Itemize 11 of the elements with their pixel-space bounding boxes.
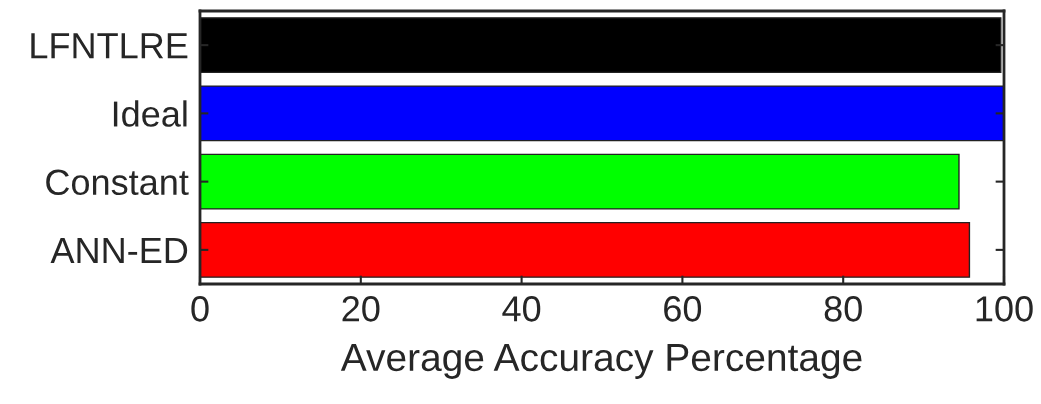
- x-axis-title: Average Accuracy Percentage: [340, 344, 862, 379]
- x-tick-label: 100: [976, 296, 1033, 322]
- x-tick-label: 0: [191, 296, 209, 322]
- x-tick-label: 60: [664, 296, 702, 322]
- y-tick-label: Ideal: [113, 100, 187, 127]
- x-tick-label: 20: [342, 296, 380, 322]
- y-tick-label: ANN-ED: [50, 238, 188, 263]
- x-tick-label: 40: [502, 296, 541, 322]
- y-tick-label: Constant: [46, 169, 189, 196]
- y-tick-label: LFNTLRE: [31, 33, 188, 59]
- x-tick-label: 80: [824, 296, 862, 322]
